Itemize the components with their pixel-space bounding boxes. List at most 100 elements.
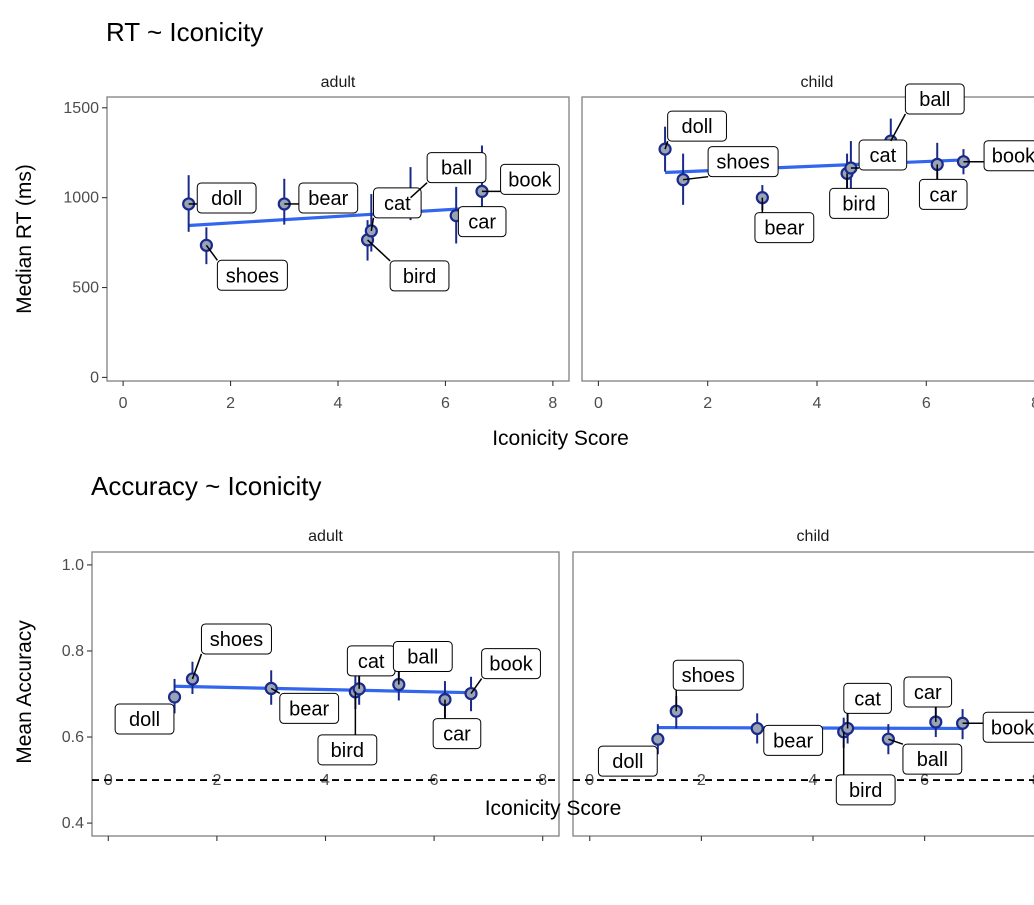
point-label: bird [842, 193, 875, 215]
y-axis-title: Mean Accuracy [13, 620, 36, 764]
point-label: shoes [716, 152, 769, 174]
point-label-box [754, 212, 815, 244]
point-label: car [443, 724, 471, 746]
x-tick-label: 8 [548, 395, 557, 412]
point-label-box [298, 182, 359, 214]
x-tick-label: 6 [922, 395, 931, 412]
x-axis-title: Iconicity Score [485, 797, 622, 820]
panel-frame [106, 96, 570, 382]
point-label: bear [308, 188, 348, 210]
point-label: bird [331, 740, 364, 762]
point-label-box [667, 110, 727, 142]
point-label: car [468, 212, 496, 234]
label-leader-line [888, 738, 904, 745]
point-label: shoes [210, 629, 263, 651]
point-label-box [457, 206, 507, 238]
y-tick-label: 0.8 [62, 643, 84, 660]
data-point-doll [167, 690, 182, 704]
regression-fit-line [174, 684, 472, 695]
label-leader-line [683, 175, 709, 181]
facet-label: child [801, 74, 834, 91]
panel-frame [572, 551, 1034, 837]
point-label: book [992, 146, 1034, 168]
point-label: cat [358, 651, 385, 673]
point-label: bird [403, 266, 436, 288]
point-label: bird [849, 780, 882, 802]
x-tick-label: 6 [441, 395, 450, 412]
point-label-box [918, 178, 968, 210]
label-leader-line [205, 244, 218, 261]
point-label-box [216, 259, 288, 291]
point-label-box [389, 260, 450, 292]
x-tick-label: 4 [813, 395, 822, 412]
facet-label: adult [308, 528, 343, 545]
label-leader-line [270, 687, 281, 695]
point-label-box [982, 711, 1034, 743]
point-label-box [500, 163, 560, 195]
point-label: ball [441, 158, 472, 180]
point-label-box [843, 682, 892, 714]
point-label: cat [870, 145, 897, 167]
x-tick-label: 4 [334, 395, 343, 412]
point-label-box [983, 140, 1034, 172]
y-tick-label: 0.4 [62, 815, 84, 832]
regression-fit-line [188, 205, 483, 228]
y-axis-title: Median RT (ms) [13, 164, 36, 314]
point-label: cat [854, 688, 881, 710]
point-label: shoes [226, 265, 279, 287]
point-label: ball [407, 647, 438, 669]
point-label: doll [211, 188, 242, 210]
point-label: doll [681, 116, 712, 138]
point-label-box [835, 774, 896, 806]
point-label: shoes [682, 665, 735, 687]
point-label-box [903, 676, 953, 708]
point-label-box [373, 187, 422, 219]
point-label: doll [612, 751, 643, 773]
y-tick-label: 1500 [63, 100, 99, 117]
point-label-box [707, 146, 779, 178]
point-label: car [914, 682, 942, 704]
point-label: book [991, 717, 1034, 739]
point-label: cat [384, 193, 411, 215]
point-label-box [392, 641, 453, 673]
point-label: ball [917, 749, 948, 771]
point-label: bear [764, 218, 804, 240]
point-label-box [597, 745, 658, 777]
label-leader-line [410, 182, 428, 199]
y-tick-label: 500 [72, 280, 99, 297]
x-tick-label: 0 [119, 395, 128, 412]
point-label: car [929, 184, 957, 206]
x-axis-title: Iconicity Score [492, 427, 629, 450]
point-label-box [481, 648, 541, 680]
point-label: bear [773, 730, 813, 752]
data-point-doll [651, 732, 665, 746]
y-tick-label: 1000 [63, 190, 99, 207]
chart-title: RT ~ Iconicity [106, 17, 263, 47]
facet-label: adult [321, 74, 356, 91]
x-tick-label: 2 [226, 395, 235, 412]
label-leader-line [664, 140, 669, 150]
label-leader-line [191, 653, 203, 680]
point-label-box [114, 703, 175, 735]
y-tick-label: 1.0 [62, 557, 84, 574]
y-tick-label: 0 [90, 369, 99, 386]
point-label-box [904, 83, 965, 115]
point-label: book [489, 654, 533, 676]
data-point-bear [750, 721, 764, 736]
point-label-box [672, 659, 744, 691]
point-label-box [200, 623, 272, 655]
point-label-box [196, 182, 257, 214]
point-label-box [763, 724, 824, 756]
label-leader-line [370, 217, 375, 232]
label-leader-line [367, 239, 391, 262]
x-tick-label: 2 [697, 772, 706, 789]
point-label: ball [919, 89, 950, 111]
point-label: bear [289, 698, 329, 720]
point-label-box [902, 743, 963, 775]
point-label-box [317, 734, 378, 766]
label-leader-line [470, 678, 483, 695]
x-tick-label: 2 [703, 395, 712, 412]
point-label: doll [129, 709, 160, 731]
